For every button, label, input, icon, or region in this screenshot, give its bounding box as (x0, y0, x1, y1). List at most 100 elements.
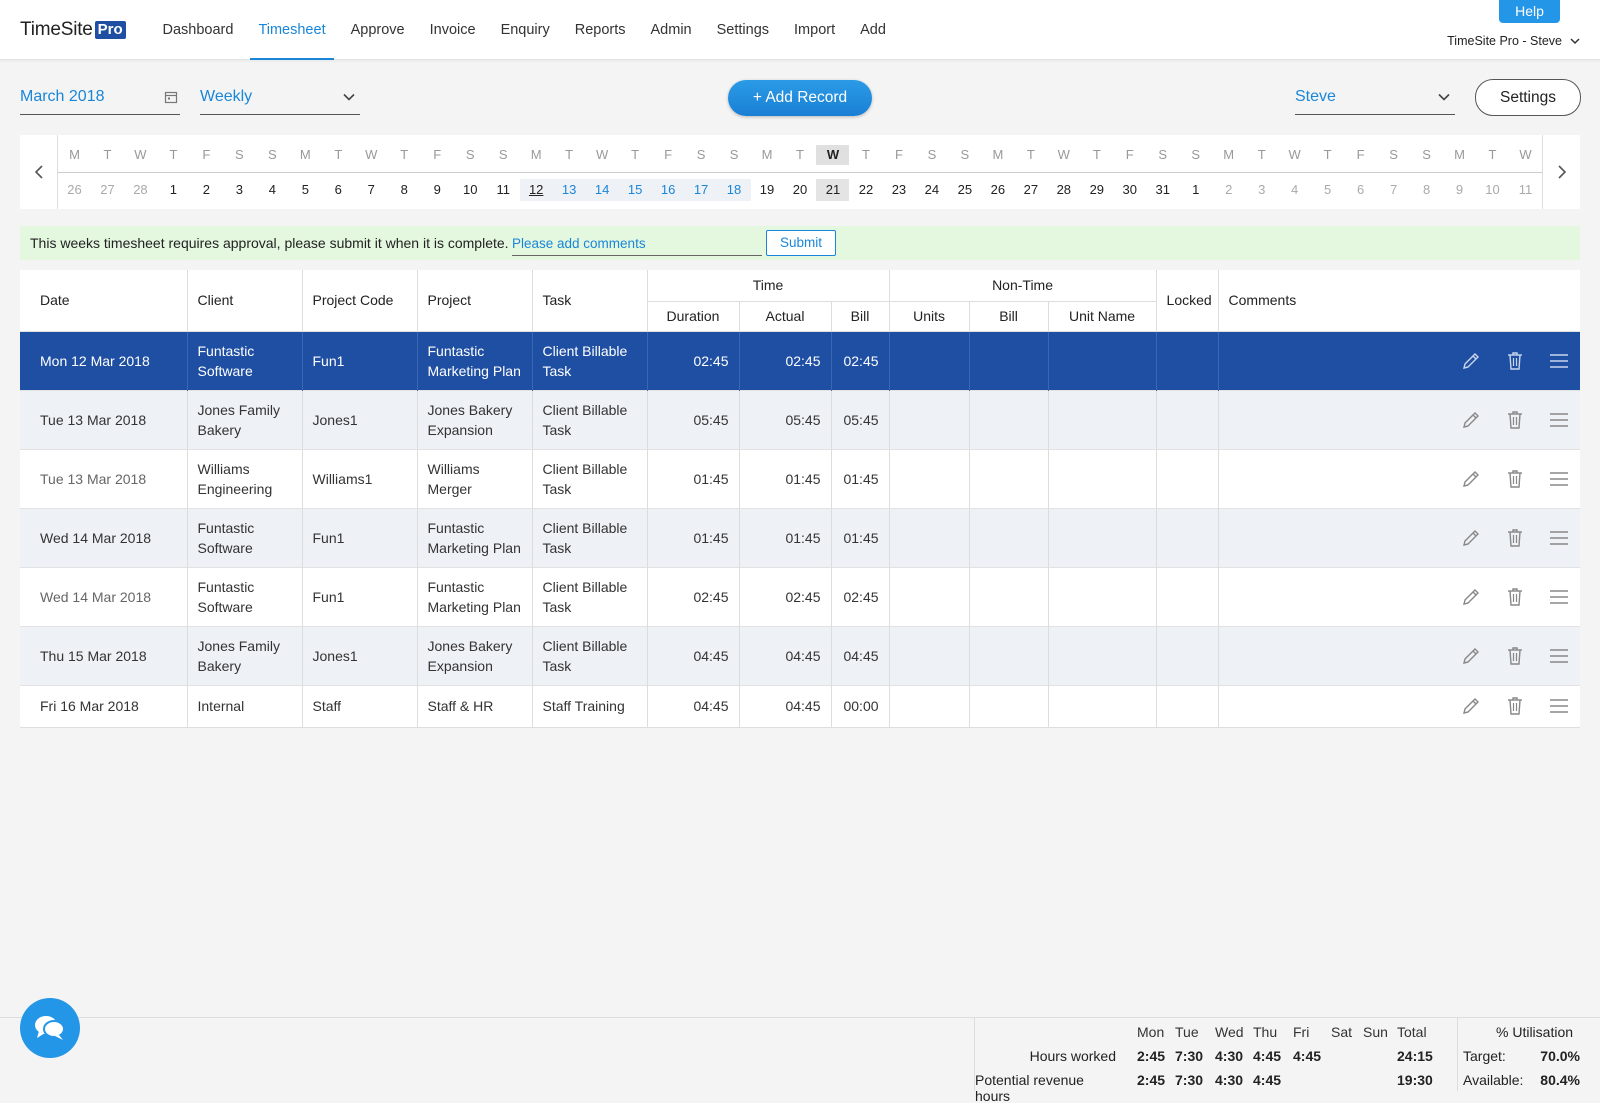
trash-icon[interactable] (1504, 695, 1526, 717)
calendar-day[interactable]: 7 (1389, 182, 1398, 197)
chat-button[interactable] (20, 998, 80, 1058)
header-actual[interactable]: Actual (738, 300, 831, 331)
nav-item-import[interactable]: Import (794, 22, 836, 38)
calendar-day[interactable]: 8 (1422, 182, 1431, 197)
calendar-day[interactable]: 29 (1089, 182, 1105, 197)
calendar-day[interactable]: 5 (301, 182, 309, 197)
settings-button[interactable]: Settings (1475, 79, 1581, 116)
nav-item-timesheet[interactable]: Timesheet (246, 0, 338, 60)
pencil-icon[interactable] (1460, 527, 1482, 549)
app-logo[interactable]: TimeSite Pro (20, 19, 126, 41)
table-row[interactable]: Wed 14 Mar 2018 Funtastic Software Fun1 Fun… (20, 508, 1581, 567)
menu-icon[interactable] (1548, 350, 1570, 372)
calendar-day[interactable]: 4 (1291, 182, 1299, 197)
calendar-day[interactable]: 28 (1056, 182, 1072, 197)
header-project[interactable]: Project (416, 270, 532, 331)
calendar-day[interactable]: 15 (618, 179, 652, 201)
nav-item-enquiry[interactable]: Enquiry (500, 22, 550, 38)
calendar-day[interactable]: 2 (202, 182, 210, 197)
nav-item-invoice[interactable]: Invoice (429, 22, 476, 38)
table-row[interactable]: Tue 13 Mar 2018 Williams Engineering Willi… (20, 449, 1581, 508)
calendar-day[interactable]: 27 (100, 182, 115, 197)
pencil-icon[interactable] (1460, 409, 1482, 431)
trash-icon[interactable] (1504, 586, 1526, 608)
calendar-day[interactable]: 23 (891, 182, 907, 197)
table-row[interactable]: Thu 15 Mar 2018 Jones Family Bakery Jones1… (20, 626, 1581, 685)
header-task[interactable]: Task (531, 270, 647, 331)
header-client[interactable]: Client (186, 270, 302, 331)
header-nt-bill[interactable]: Bill (968, 300, 1049, 331)
table-row[interactable]: Tue 13 Mar 2018 Jones Family Bakery Jones1… (20, 390, 1581, 449)
trash-icon[interactable] (1504, 527, 1526, 549)
submit-button[interactable]: Submit (766, 230, 836, 256)
calendar-day[interactable]: 17 (684, 179, 718, 201)
nav-item-admin[interactable]: Admin (650, 22, 692, 38)
next-period-button[interactable] (1542, 135, 1580, 209)
menu-icon[interactable] (1548, 468, 1570, 490)
calendar-day[interactable]: 26 (67, 182, 82, 197)
pencil-icon[interactable] (1460, 468, 1482, 490)
header-unit-name[interactable]: Unit Name (1047, 300, 1157, 331)
menu-icon[interactable] (1548, 695, 1570, 717)
calendar-day[interactable]: 7 (367, 182, 375, 197)
calendar-day[interactable]: 11 (496, 182, 510, 197)
header-project-code[interactable]: Project Code (301, 270, 417, 331)
pencil-icon[interactable] (1460, 645, 1482, 667)
calendar-day[interactable]: 28 (133, 182, 148, 197)
nav-item-add[interactable]: Add (860, 22, 886, 38)
calendar-day[interactable]: 4 (268, 182, 276, 197)
header-date[interactable]: Date (40, 292, 70, 309)
calendar-day[interactable]: 2 (1225, 182, 1233, 197)
calendar-day[interactable]: 6 (1356, 182, 1365, 197)
calendar-day[interactable]: 19 (759, 182, 775, 197)
menu-icon[interactable] (1548, 645, 1570, 667)
header-units[interactable]: Units (888, 300, 970, 331)
help-button[interactable]: Help (1499, 0, 1560, 23)
calendar-day[interactable]: 16 (651, 179, 685, 201)
table-row[interactable]: Fri 16 Mar 2018 Internal Staff Staff & HR St… (20, 685, 1581, 727)
table-row[interactable]: Mon 12 Mar 2018 Funtastic Software Fun1 Fun… (20, 331, 1581, 390)
calendar-day[interactable]: 27 (1023, 182, 1039, 197)
add-record-button[interactable]: + Add Record (728, 80, 872, 116)
menu-icon[interactable] (1548, 409, 1570, 431)
header-bill[interactable]: Bill (830, 300, 890, 331)
calendar-day[interactable]: 10 (1485, 182, 1500, 197)
calendar-day[interactable]: 25 (957, 182, 973, 197)
calendar-icon[interactable] (164, 90, 178, 104)
pencil-icon[interactable] (1460, 586, 1482, 608)
header-duration[interactable]: Duration (646, 300, 739, 331)
menu-icon[interactable] (1548, 527, 1570, 549)
calendar-day[interactable]: 12 (519, 179, 553, 201)
calendar-day[interactable]: 9 (433, 182, 441, 197)
calendar-day[interactable]: 3 (1258, 182, 1266, 197)
user-select[interactable]: Steve (1295, 79, 1455, 115)
calendar-day[interactable]: 18 (717, 179, 751, 201)
pencil-icon[interactable] (1460, 350, 1482, 372)
pencil-icon[interactable] (1460, 695, 1482, 717)
table-row[interactable]: Wed 14 Mar 2018 Funtastic Software Fun1 Fun… (20, 567, 1581, 626)
calendar-day[interactable]: 3 (235, 182, 243, 197)
menu-icon[interactable] (1548, 586, 1570, 608)
calendar-day[interactable]: 13 (552, 179, 586, 201)
period-select[interactable]: Weekly (200, 79, 360, 115)
calendar-day[interactable]: 31 (1155, 182, 1170, 197)
nav-item-reports[interactable]: Reports (574, 22, 626, 38)
trash-icon[interactable] (1504, 409, 1526, 431)
calendar-day[interactable]: 1 (169, 182, 178, 197)
nav-item-dashboard[interactable]: Dashboard (162, 22, 234, 38)
calendar-day[interactable]: 14 (585, 179, 619, 201)
calendar-day[interactable]: 5 (1324, 182, 1332, 197)
header-locked[interactable]: Locked (1155, 270, 1219, 331)
calendar-day[interactable]: 8 (400, 182, 408, 197)
nav-item-approve[interactable]: Approve (350, 22, 405, 38)
month-picker[interactable]: March 2018 (20, 79, 180, 115)
calendar-day[interactable]: 22 (858, 182, 874, 197)
trash-icon[interactable] (1504, 468, 1526, 490)
trash-icon[interactable] (1504, 350, 1526, 372)
calendar-day[interactable]: 1 (1192, 182, 1200, 197)
calendar-day[interactable]: 10 (462, 182, 478, 197)
calendar-day[interactable]: 26 (990, 182, 1006, 197)
calendar-day[interactable]: 21 (816, 179, 850, 201)
calendar-day[interactable]: 9 (1455, 182, 1464, 197)
comments-input[interactable] (512, 231, 762, 256)
